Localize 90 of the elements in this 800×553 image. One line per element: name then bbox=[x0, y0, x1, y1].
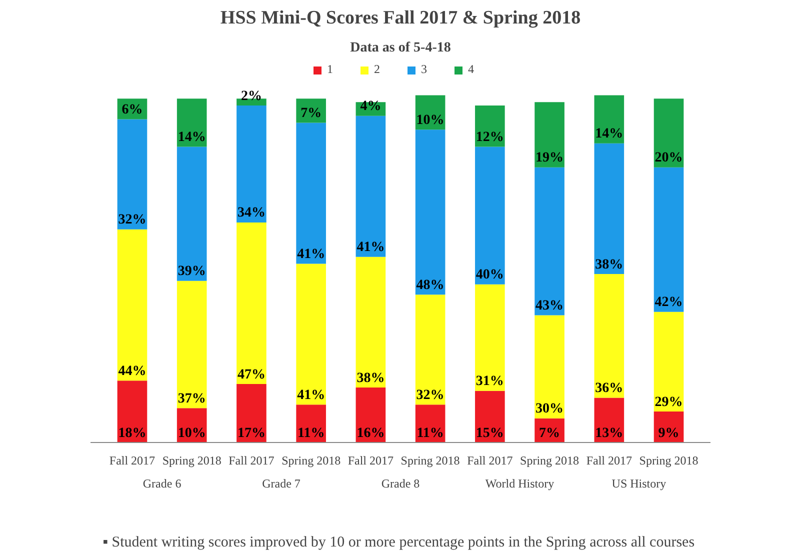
bar bbox=[475, 390, 505, 442]
data-label: 42% bbox=[654, 295, 683, 310]
data-label: 16% bbox=[356, 426, 385, 441]
bar bbox=[475, 284, 505, 391]
text: Grade 7 bbox=[262, 476, 300, 490]
x-tick-label: Spring 2018 bbox=[282, 454, 341, 468]
data-label: 38% bbox=[356, 370, 385, 386]
data-label: 38% bbox=[595, 257, 624, 272]
bar bbox=[176, 98, 207, 147]
bar bbox=[594, 95, 624, 144]
bar bbox=[594, 274, 624, 398]
chart-subtitle: Data as of 5-4-18 bbox=[350, 40, 451, 56]
data-label: 30% bbox=[536, 402, 564, 417]
bar bbox=[534, 315, 564, 418]
legend-label: 4 bbox=[468, 62, 475, 77]
bar bbox=[356, 387, 386, 442]
bar bbox=[475, 106, 505, 147]
text: Grade 6 bbox=[142, 476, 182, 490]
bar bbox=[356, 256, 386, 388]
data-label: 47% bbox=[237, 367, 266, 382]
bar bbox=[117, 380, 148, 442]
data-label: 43% bbox=[536, 298, 564, 314]
bar bbox=[654, 167, 684, 312]
text: Grade 8 bbox=[381, 476, 420, 490]
data-label: 10% bbox=[178, 426, 206, 441]
data-label: 10% bbox=[416, 112, 444, 128]
data-label: 11% bbox=[416, 426, 444, 441]
bar bbox=[236, 106, 266, 222]
data-label: 36% bbox=[595, 381, 624, 396]
bar bbox=[236, 222, 266, 384]
x-tick-label: Fall 2017 bbox=[586, 454, 632, 468]
data-label: 20% bbox=[654, 150, 683, 166]
text: US History bbox=[612, 476, 666, 490]
data-label: 7% bbox=[539, 426, 560, 441]
data-label: 12% bbox=[476, 130, 504, 146]
data-label: 7% bbox=[300, 106, 322, 122]
bar bbox=[176, 146, 207, 281]
bar bbox=[594, 143, 624, 274]
x-tick-label: Fall 2017 bbox=[467, 454, 513, 468]
x-tick-label: Spring 2018 bbox=[162, 454, 222, 468]
data-label: 11% bbox=[297, 426, 325, 441]
text: ▪ Student writing scores improved by 10 or more percentage points in the Spring across all courses bbox=[102, 534, 695, 550]
data-label: 41% bbox=[297, 388, 326, 403]
bar bbox=[296, 122, 326, 264]
bar bbox=[654, 312, 684, 412]
data-label: 32% bbox=[118, 212, 146, 228]
bar bbox=[534, 102, 564, 168]
x-tick-label: Fall 2017 bbox=[109, 454, 156, 468]
bar bbox=[117, 119, 148, 230]
bar bbox=[236, 384, 266, 442]
bar bbox=[654, 98, 684, 168]
data-label: 9% bbox=[658, 426, 680, 441]
legend-label: 1 bbox=[327, 62, 334, 77]
data-label: 29% bbox=[654, 394, 683, 410]
data-label: 41% bbox=[297, 246, 326, 262]
x-tick-label: Fall 2017 bbox=[348, 454, 394, 468]
data-label: 4% bbox=[360, 99, 382, 114]
data-label: 14% bbox=[178, 130, 206, 146]
data-label: 40% bbox=[476, 268, 504, 283]
data-label: 19% bbox=[536, 150, 564, 166]
data-label: 17% bbox=[237, 426, 266, 441]
data-label: 6% bbox=[122, 102, 143, 118]
data-label: 15% bbox=[476, 426, 504, 441]
data-label: 48% bbox=[416, 278, 444, 293]
bar bbox=[356, 116, 386, 257]
x-tick-label: Spring 2018 bbox=[400, 454, 460, 468]
data-label: 13% bbox=[595, 426, 624, 441]
x-tick-label: Spring 2018 bbox=[520, 454, 580, 468]
bar bbox=[117, 229, 148, 381]
data-label: 31% bbox=[476, 374, 504, 390]
bar bbox=[534, 167, 564, 316]
data-label: 18% bbox=[118, 426, 146, 441]
x-tick-label: Fall 2017 bbox=[228, 454, 274, 468]
bar bbox=[415, 294, 446, 405]
bar bbox=[296, 264, 326, 405]
data-label: 32% bbox=[416, 388, 444, 403]
data-label: 37% bbox=[178, 391, 206, 406]
legend-label: 2 bbox=[374, 62, 381, 77]
legend-label: 3 bbox=[421, 62, 428, 77]
chart-title: HSS Mini-Q Scores Fall 2017 & Spring 2018 bbox=[220, 8, 581, 28]
bar bbox=[415, 130, 446, 295]
text: World History bbox=[485, 476, 554, 490]
data-label: 39% bbox=[178, 264, 206, 280]
bar bbox=[475, 146, 505, 284]
x-tick-label: Spring 2018 bbox=[639, 454, 698, 468]
data-label: 14% bbox=[595, 126, 624, 142]
data-label: 44% bbox=[118, 364, 146, 379]
data-label: 34% bbox=[237, 206, 266, 221]
data-label: 41% bbox=[356, 240, 385, 256]
bar bbox=[176, 280, 207, 408]
